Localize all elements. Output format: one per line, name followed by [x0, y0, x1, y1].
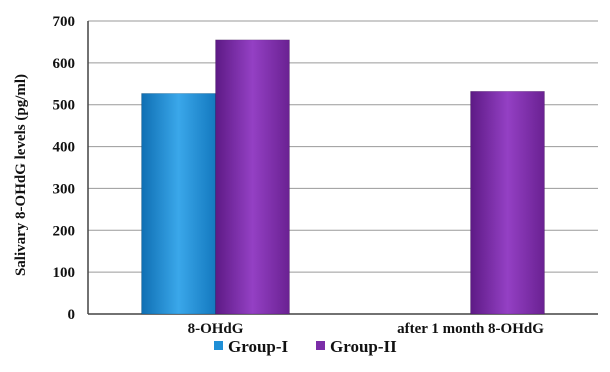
y-tick-label: 300	[53, 181, 76, 197]
x-axis-ticks: 8-OHdG after 1 month 8-OHdG	[188, 321, 545, 337]
y-tick-label: 0	[68, 307, 76, 323]
legend: Group-I Group-II	[214, 337, 397, 356]
y-tick-label: 100	[53, 265, 76, 281]
x-tick-label: after 1 month 8-OHdG	[397, 321, 544, 337]
bars	[141, 39, 545, 315]
legend-label-group-ii: Group-II	[330, 337, 397, 356]
y-tick-label: 600	[53, 56, 76, 72]
y-axis-ticks: 0 100 200 300 400 500 600 700	[53, 14, 76, 323]
bar-group-i-0	[141, 93, 216, 315]
y-tick-label: 700	[53, 14, 76, 30]
x-tick-label: 8-OHdG	[188, 321, 244, 337]
y-axis-label: Salivary 8-OHdG levels (pg/ml)	[13, 74, 29, 276]
legend-swatch-group-i	[214, 341, 223, 350]
y-tick-label: 200	[53, 223, 76, 239]
bar-group-ii-1	[470, 91, 545, 315]
legend-swatch-group-ii	[316, 341, 325, 350]
bar-group-ii-0	[215, 39, 290, 315]
y-tick-label: 500	[53, 98, 76, 114]
y-tick-label: 400	[53, 140, 76, 156]
legend-label-group-i: Group-I	[228, 337, 289, 356]
